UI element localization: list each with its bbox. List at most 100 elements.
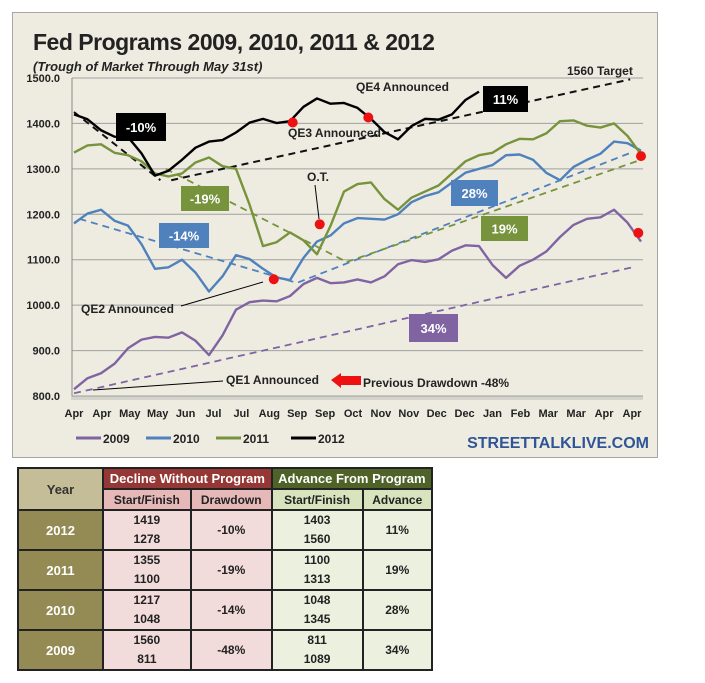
advance-cell: 11%: [361, 509, 433, 551]
x-tick-label: Nov: [371, 408, 393, 420]
x-tick-label: Sep: [287, 408, 307, 420]
trendline-2012: [73, 111, 162, 181]
advance-start-finish: 1100 1313: [270, 549, 364, 591]
y-tick-label: 1300.0: [26, 164, 60, 176]
decline-start-finish: 1419 1278: [102, 509, 192, 551]
table-row: 2012 1419 1278 -10% 1403 1560 11%: [17, 509, 433, 551]
target-label: 1560 Target: [567, 64, 633, 78]
drawdown-cell: -10%: [189, 509, 273, 551]
annotation-box-label: -19%: [190, 192, 221, 207]
advance-start: 1403: [303, 513, 331, 527]
x-tick-label: Sep: [315, 408, 335, 420]
red-arrow-icon: [331, 373, 361, 388]
x-tick-label: Jul: [206, 408, 222, 420]
annotation-box: [116, 113, 166, 141]
chart-container: 1500.0 1400.0 1300.0 1200.0 1100.0 1000.0 900.…: [12, 12, 658, 458]
x-tick-label: Jan: [483, 408, 502, 420]
decline-start-finish-header: Start/Finish: [102, 488, 192, 511]
series-line-2011: [73, 119, 642, 256]
trendline-2011: [165, 168, 348, 263]
year-cell: 2010: [17, 589, 104, 631]
decline-start: 1560: [133, 633, 161, 647]
x-tick-label: Aug: [259, 408, 280, 420]
advance-cell: 19%: [361, 549, 433, 591]
decline-finish: 1278: [133, 532, 161, 546]
drawdown-label: Previous Drawdown -48%: [363, 376, 509, 390]
series-line-2009: [73, 208, 642, 391]
x-tick-label: Nov: [398, 408, 420, 420]
series-line-2010: [73, 140, 642, 293]
year-header: Year: [17, 467, 104, 511]
qe2-label: QE2 Announced: [81, 302, 174, 316]
y-tick-label: 900.0: [32, 346, 60, 358]
x-tick-label: Apr: [595, 408, 615, 420]
line-chart: 1500.0 1400.0 1300.0 1200.0 1100.0 1000.0 900.…: [26, 64, 649, 452]
table-row: 2010 1217 1048 -14% 1048 1345 28%: [17, 589, 433, 631]
x-tick-label: Jul: [233, 408, 249, 420]
advance-start-finish: 1403 1560: [270, 509, 364, 551]
chart-subtitle: (Trough of Market Through May 31st): [33, 59, 263, 74]
decline-start: 1419: [133, 513, 161, 527]
annotation-box: [409, 314, 458, 342]
advance-cell: 34%: [361, 629, 433, 671]
advance-finish: 1560: [303, 532, 331, 546]
table-row: 2011 1355 1100 -19% 1100 1313 19%: [17, 549, 433, 591]
annotation-box-label: -10%: [126, 120, 157, 135]
x-tick-label: Oct: [344, 408, 363, 420]
annotation-box-label: 28%: [461, 186, 487, 201]
x-tick-label: Apr: [92, 408, 112, 420]
event-marker: [314, 219, 325, 230]
advance-start-finish-header: Start/Finish: [270, 488, 364, 511]
legend-label-2010: 2010: [173, 432, 200, 446]
year-cell: 2011: [17, 549, 104, 591]
annotation-box-label: 34%: [420, 321, 446, 336]
decline-finish: 1048: [133, 612, 161, 626]
decline-start: 1217: [133, 593, 161, 607]
annotation-box-label: 11%: [493, 92, 519, 107]
decline-start-finish: 1355 1100: [102, 549, 192, 591]
legend-label-2009: 2009: [103, 432, 130, 446]
advance-start-finish: 1048 1345: [270, 589, 364, 631]
legend-label-2011: 2011: [243, 432, 269, 446]
trendline-2009: [73, 265, 636, 395]
drawdown-cell: -19%: [189, 549, 273, 591]
table-row: 2009 1560 811 -48% 811 1089 34%: [17, 629, 433, 671]
trendline-2012: [170, 78, 631, 182]
decline-start: 1355: [133, 553, 161, 567]
x-tick-label: May: [119, 408, 141, 420]
y-tick-label: 1400.0: [26, 118, 60, 130]
event-marker: [633, 227, 644, 238]
event-marker: [363, 112, 374, 123]
x-tick-label: Dec: [427, 408, 447, 420]
annotation-box-label: -14%: [169, 229, 200, 244]
series-line-2012: [73, 90, 480, 177]
advance-finish: 1313: [303, 572, 331, 586]
event-marker: [287, 117, 298, 128]
source-watermark: STREETTALKLIVE.COM: [467, 435, 649, 452]
program-table: Year Decline Without Program Advance Fro…: [17, 467, 434, 671]
qe1-arrow: [92, 380, 224, 391]
annotation-box: [481, 216, 528, 241]
advance-start-finish: 811 1089: [270, 629, 364, 671]
year-cell: 2012: [17, 509, 104, 551]
x-tick-label: Mar: [539, 408, 559, 420]
decline-header: Decline Without Program: [102, 467, 273, 490]
x-tick-label: Feb: [511, 408, 531, 420]
legend-label-2012: 2012: [318, 432, 345, 446]
advance-finish: 1089: [303, 652, 331, 666]
y-tick-label: 800.0: [32, 391, 60, 403]
qe2-arrow: [180, 281, 264, 307]
qe3-label: QE3 Announced: [288, 126, 381, 140]
chart-title: Fed Programs 2009, 2010, 2011 & 2012: [33, 29, 435, 55]
annotation-box: [159, 223, 209, 248]
x-tick-label: Jun: [176, 408, 196, 420]
qe1-label: QE1 Announced: [226, 373, 319, 387]
x-tick-label: May: [147, 408, 169, 420]
annotation-box: [483, 86, 528, 112]
advance-header-cell: Advance: [361, 488, 433, 511]
annotation-box: [181, 186, 229, 211]
decline-finish: 811: [137, 652, 157, 666]
advance-cell: 28%: [361, 589, 433, 631]
y-tick-label: 1100.0: [27, 255, 60, 267]
annotation-box-label: 19%: [491, 222, 517, 237]
